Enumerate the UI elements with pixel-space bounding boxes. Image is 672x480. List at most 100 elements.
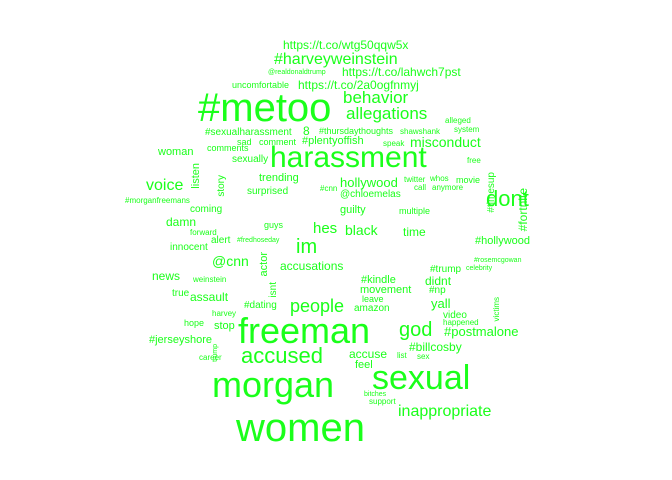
- word: hes: [313, 220, 338, 237]
- word: #hollywood: [475, 235, 531, 247]
- word: black: [345, 222, 378, 238]
- word: trump: [212, 344, 219, 362]
- word: isnt: [268, 282, 279, 298]
- word: trending: [259, 172, 299, 184]
- word: amazon: [354, 303, 390, 314]
- word: #plentyoffish: [302, 135, 364, 147]
- word: hope: [184, 318, 205, 328]
- word: accused: [241, 343, 323, 368]
- word: 8: [303, 124, 310, 138]
- word: #kindle: [361, 274, 396, 286]
- word: #trump: [430, 264, 462, 275]
- word: god: [399, 319, 433, 341]
- word: support: [369, 397, 396, 406]
- word: woman: [158, 146, 194, 158]
- word: guys: [264, 220, 284, 230]
- word: #metoo: [198, 86, 332, 130]
- word: @chloemelas: [340, 189, 401, 200]
- word: movie: [456, 175, 481, 185]
- word: shawshank: [400, 127, 441, 136]
- word: #jerseyshore: [149, 334, 212, 346]
- word: surprised: [247, 186, 289, 197]
- word: true: [172, 288, 190, 299]
- word: didnt: [425, 274, 452, 288]
- word: assault: [190, 290, 229, 304]
- word: sexual: [372, 359, 471, 397]
- word: coming: [190, 204, 223, 215]
- word: https://t.co/lahwch7pst: [342, 65, 461, 79]
- word: innocent: [170, 242, 208, 253]
- word: #cnn: [320, 184, 338, 193]
- word: listen: [190, 163, 202, 189]
- word: accuse: [349, 347, 388, 361]
- word: #sexualharassment: [205, 127, 292, 138]
- word: free: [467, 156, 481, 165]
- word: happened: [443, 318, 479, 327]
- word: #np: [429, 285, 446, 296]
- word: #thursdaythoughts: [319, 126, 394, 136]
- word: #fredhoseday: [237, 237, 280, 244]
- word: actor: [258, 252, 270, 277]
- word: sad: [237, 137, 252, 147]
- word: #fortnite: [516, 188, 530, 232]
- word: women: [236, 406, 365, 450]
- word: celebrity: [466, 265, 493, 272]
- word: call: [414, 183, 427, 192]
- word: voice: [146, 177, 184, 194]
- word: inappropriate: [398, 403, 492, 420]
- word: stop: [214, 320, 235, 332]
- word: sex: [417, 352, 430, 361]
- word: career: [199, 353, 222, 362]
- word: time: [403, 225, 426, 239]
- word: leave: [362, 294, 384, 304]
- word: https://t.co/wtg50qqw5x: [283, 38, 409, 52]
- word: list: [397, 351, 407, 360]
- word: alleged: [445, 116, 471, 125]
- word: https://t.co/2a0ogfnmyj: [298, 78, 419, 92]
- word: dont: [486, 186, 529, 211]
- word: feel: [355, 359, 373, 371]
- word: sexually: [232, 154, 269, 165]
- word: freeman: [238, 310, 371, 351]
- word: comment: [259, 137, 297, 147]
- word: multiple: [399, 206, 431, 216]
- word: #rosemcgowan: [474, 257, 522, 264]
- word: guilty: [340, 204, 366, 216]
- word: @realdonaldtrump: [268, 69, 326, 76]
- word: news: [152, 269, 181, 283]
- word: #harveyweinstein: [274, 51, 398, 68]
- word: uncomfortable: [232, 80, 290, 90]
- word: harassment: [270, 141, 427, 174]
- word: video: [443, 310, 467, 321]
- word: victims: [492, 297, 501, 322]
- word: #billcosby: [409, 340, 462, 354]
- word: accusations: [280, 259, 344, 273]
- word: #timesup: [486, 172, 497, 213]
- word: harvey: [212, 309, 237, 318]
- word: whos: [430, 174, 449, 183]
- word: bitches: [364, 391, 387, 398]
- word: #dating: [244, 300, 277, 311]
- word: speak: [383, 139, 405, 148]
- word: morgan: [212, 364, 335, 405]
- word: weinstein: [193, 275, 227, 284]
- word: misconduct: [410, 134, 481, 150]
- word: twitter: [404, 175, 426, 184]
- word: story: [216, 175, 227, 197]
- word: im: [296, 236, 318, 258]
- word: comments: [207, 143, 249, 153]
- word: yall: [431, 296, 451, 311]
- word: behavior: [343, 88, 409, 107]
- word: #morganfreemans: [125, 196, 190, 205]
- word: damn: [166, 215, 197, 229]
- word: forward: [190, 228, 217, 237]
- word: #postmalone: [444, 324, 519, 339]
- word: alert: [211, 235, 231, 246]
- word: allegations: [346, 104, 428, 123]
- word: people: [290, 296, 345, 316]
- word: @cnn: [212, 253, 249, 269]
- word: anymore: [432, 183, 464, 192]
- word: system: [454, 125, 480, 134]
- word: hollywood: [340, 175, 398, 190]
